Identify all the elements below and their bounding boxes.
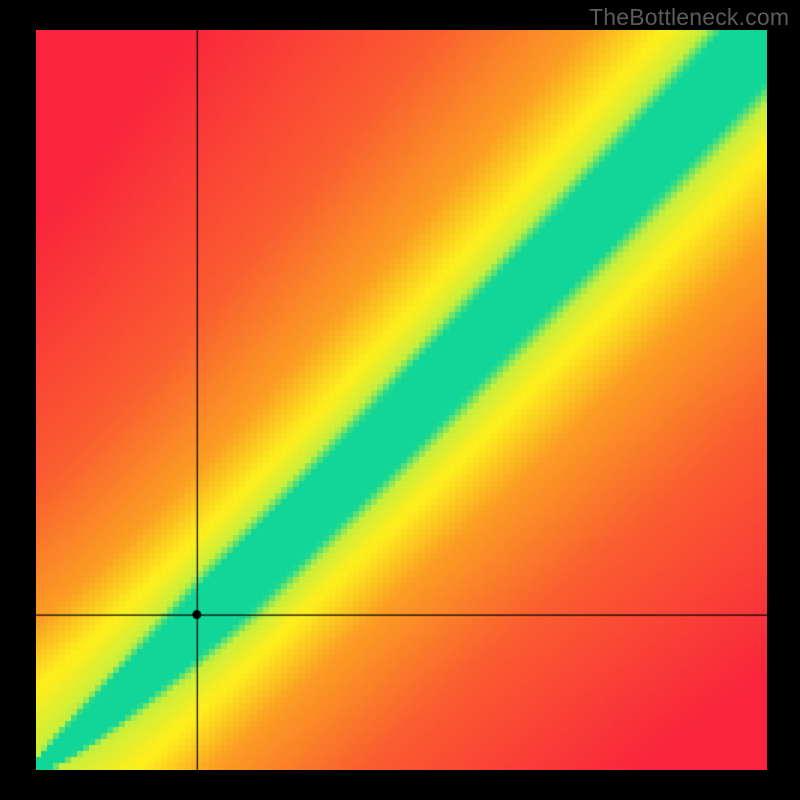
watermark-text: TheBottleneck.com [589, 4, 789, 31]
heatmap-plot [36, 30, 767, 770]
chart-container: { "watermark": { "text": "TheBottleneck.… [0, 0, 800, 800]
heatmap-canvas [36, 30, 767, 770]
